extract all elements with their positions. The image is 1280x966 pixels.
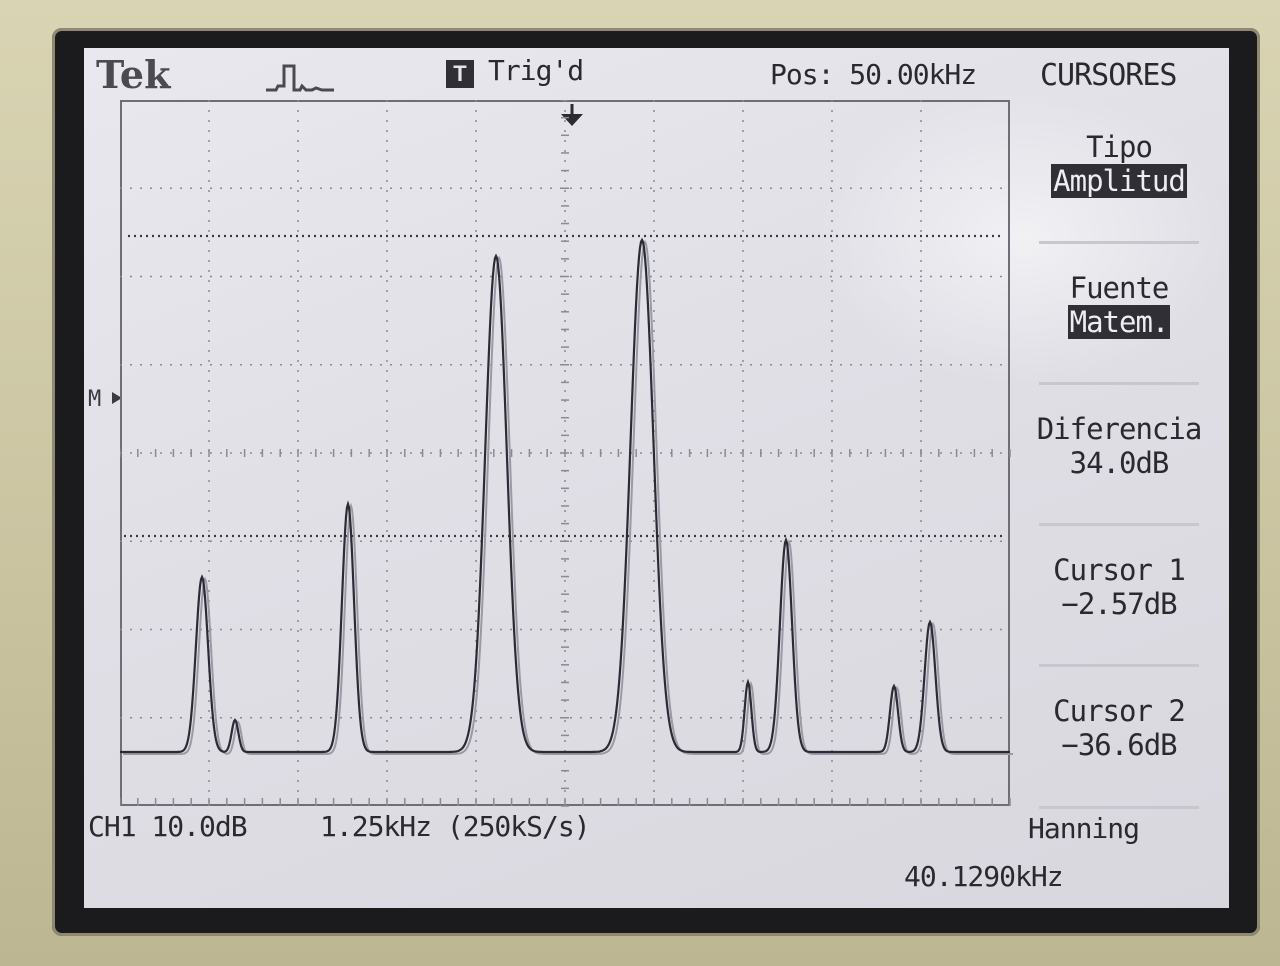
pulse-waveform-icon [266,64,334,92]
oscilloscope-screen: Tek T Trig'd Pos: 50.00kHz CURSORES M Ti… [84,48,1229,908]
menu-title: CURSORES [1040,58,1177,93]
menu-divider [1039,806,1199,809]
menu-item-value: Amplitud [1051,164,1187,198]
menu-item-fuente[interactable]: Fuente Matem. [1034,271,1204,339]
menu-item-value: Matem. [1067,305,1171,339]
trigger-icon: T [446,60,474,88]
svg-text:M: M [88,387,101,410]
spectrum-trace [120,237,1010,754]
frequency-span: 1.25kHz (250kS/s) [320,810,591,843]
channel-scale: CH1 10.0dB [88,810,248,843]
trigger-status: Trig'd [488,54,584,87]
menu-divider [1039,664,1199,667]
spectrum-display [120,100,1013,807]
ghost-trace [123,239,1013,756]
horizontal-position: Pos: 50.00kHz [770,58,977,91]
menu-item-value: −2.57dB [1061,587,1177,621]
menu-item-cursor2[interactable]: Cursor 2 −36.6dB [1034,694,1204,762]
menu-item-label: Cursor 2 [1053,694,1186,728]
menu-item-value: −36.6dB [1061,728,1177,762]
menu-item-label: Fuente [1069,271,1170,305]
menu-item-tipo[interactable]: Tipo Amplitud [1034,130,1204,198]
frequency-readout: 40.1290kHz [904,860,1064,893]
menu-item-label: Cursor 1 [1053,553,1186,587]
fft-window: Hanning [1028,812,1140,845]
menu-divider [1039,382,1199,385]
menu-item-cursor1[interactable]: Cursor 1 −2.57dB [1034,553,1204,621]
menu-item-diferencia: Diferencia 34.0dB [1034,412,1204,480]
math-reference-marker-icon: M [88,387,122,410]
menu-divider [1039,523,1199,526]
menu-item-label: Tipo [1086,130,1153,164]
menu-item-value: 34.0dB [1069,446,1170,480]
menu-divider [1039,241,1199,244]
menu-item-label: Diferencia [1036,412,1203,446]
brand-logo: Tek [96,52,171,97]
